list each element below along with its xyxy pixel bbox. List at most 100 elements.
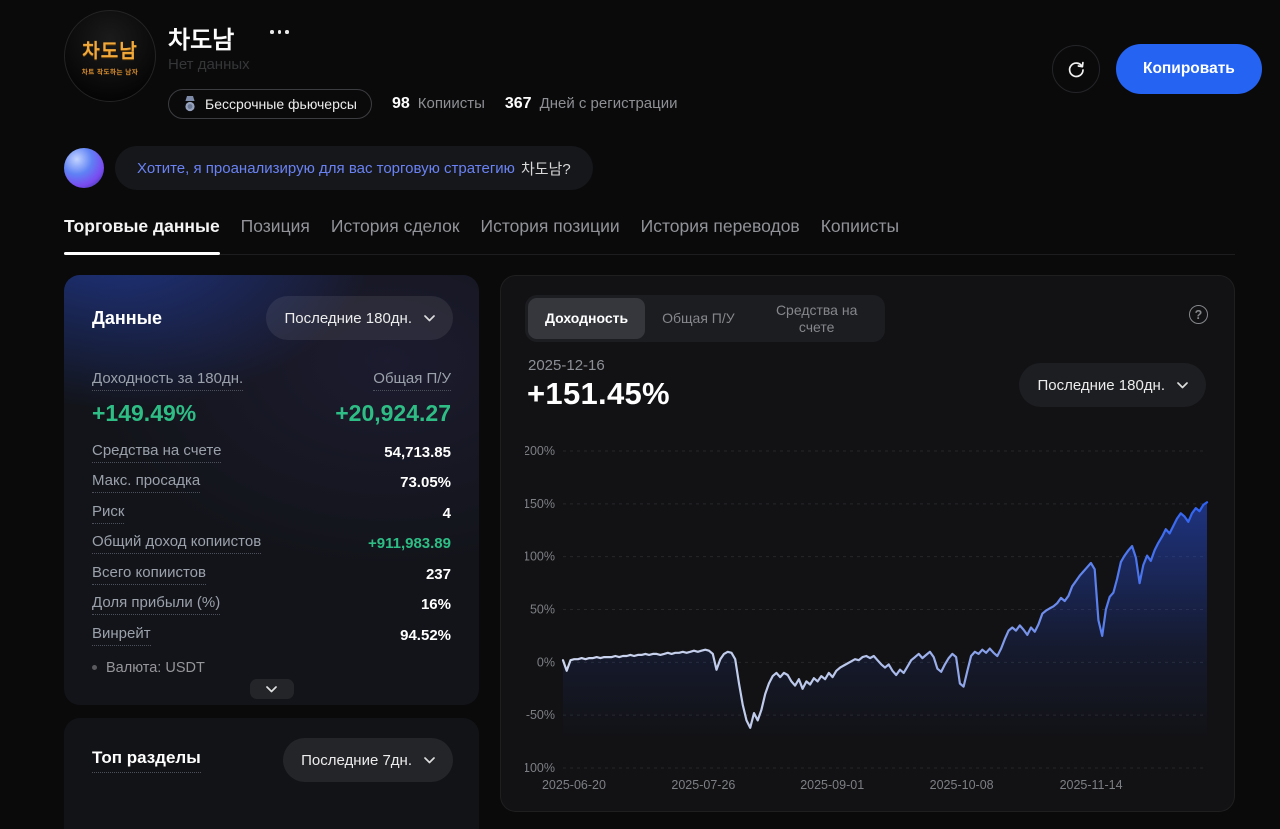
data-row-value: 94.52% xyxy=(400,626,451,644)
data-row-value: 237 xyxy=(425,565,451,583)
tab-Позиция[interactable]: Позиция xyxy=(240,216,310,236)
data-row-label: Винрейт xyxy=(92,625,151,646)
days-registered-count: 367 xyxy=(504,95,532,112)
roi-label: Доходность за 180дн. xyxy=(92,370,244,391)
chart-tab-Средства на счете[interactable]: Средства на счете xyxy=(775,302,858,335)
data-row-value: 54,713.85 xyxy=(384,443,451,461)
ai-suggestion-row: Хотите, я проанализирую для вас торговую… xyxy=(64,146,593,190)
roi-line-chart[interactable]: 200% 150% 100% 50% 0% -50% -100% 2025-06-20 2025… xyxy=(525,436,1215,808)
chart-area-fill xyxy=(563,502,1207,768)
y-axis-tick: 200% xyxy=(525,444,555,458)
page-title: 차도남 xyxy=(168,27,235,54)
avatar-text-main: 차도남 xyxy=(82,41,138,62)
x-axis-tick: 2025-11-14 xyxy=(1060,778,1123,792)
futures-badge-label: Бессрочные фьючерсы xyxy=(205,96,357,112)
data-row: Средства на счете 54,713.85 xyxy=(92,437,451,468)
copiers-stat: 98 Копиисты xyxy=(392,95,485,113)
ai-suggestion-pill[interactable]: Хотите, я проанализирую для вас торговую… xyxy=(115,146,593,190)
refresh-button[interactable] xyxy=(1052,45,1100,93)
futures-badge: Бессрочные фьючерсы xyxy=(168,89,372,119)
chevron-down-icon xyxy=(424,314,435,321)
tab-Торговые данные[interactable]: Торговые данные xyxy=(64,216,220,255)
data-card: Данные Последние 180дн. Доходность за 18… xyxy=(64,275,479,705)
roi-value: +149.49% xyxy=(92,400,197,426)
y-axis-tick: 0% xyxy=(537,655,555,669)
top-sections-title: Топ разделы xyxy=(92,748,201,773)
data-row: Винрейт 94.52% xyxy=(92,620,451,651)
x-axis-tick: 2025-06-20 xyxy=(542,778,606,792)
total-pnl-label: Общая П/У xyxy=(373,370,451,391)
y-axis-tick: -100% xyxy=(525,761,555,775)
data-row-label: Средства на счете xyxy=(92,442,222,463)
data-card-title: Данные xyxy=(92,307,162,328)
roi-highlight: Доходность за 180дн. +149.49% xyxy=(92,370,244,427)
top-sections-card: Топ разделы Последние 7дн. xyxy=(64,718,479,829)
ai-suggestion-text: Хотите, я проанализирую для вас торговую… xyxy=(137,159,515,177)
currency-note: Валюта: USDT xyxy=(64,651,479,676)
chart-period-select[interactable]: Последние 180дн. xyxy=(1019,363,1206,407)
data-row-value: 4 xyxy=(442,504,451,522)
copy-trade-button[interactable]: Копировать xyxy=(1116,44,1262,94)
y-axis-tick: -50% xyxy=(526,708,555,722)
x-axis-tick: 2025-10-08 xyxy=(930,778,994,792)
data-row-label: Общий доход копиистов xyxy=(92,533,262,555)
data-row: Макс. просадка 73.05% xyxy=(92,468,451,499)
expand-card-button[interactable] xyxy=(249,679,294,699)
ai-suggestion-subject: 차도남? xyxy=(520,160,571,178)
data-row-label: Риск xyxy=(92,503,125,524)
x-axis-tick: 2025-07-26 xyxy=(671,778,735,792)
tab-История позиции[interactable]: История позиции xyxy=(480,216,620,236)
main-tabs: Торговые данные Позиция История сделок Исто… xyxy=(64,216,1235,255)
tab-История переводов[interactable]: История переводов xyxy=(640,216,800,236)
copiers-count: 98 xyxy=(391,95,410,112)
x-axis-tick: 2025-09-01 xyxy=(800,778,864,792)
chart-metric-tabs: Доходность Общая П/У Средства на счете xyxy=(525,295,885,342)
bullet-dot-icon xyxy=(92,665,97,670)
tab-Копиисты[interactable]: Копиисты xyxy=(820,216,900,236)
header-badges: Бессрочные фьючерсы 98 Копиисты 367 Дней… xyxy=(168,89,678,119)
y-axis-tick: 50% xyxy=(530,603,555,617)
trader-subtitle: Нет данных xyxy=(168,56,250,73)
data-row-value: 73.05% xyxy=(400,474,451,492)
more-menu-icon[interactable] xyxy=(270,24,289,40)
currency-note-text: Валюта: USDT xyxy=(106,659,205,676)
data-row-value: +911,983.89 xyxy=(367,535,451,553)
chart-date: 2025-12-16 xyxy=(528,357,605,374)
chart-period-value: Последние 180дн. xyxy=(1037,376,1165,394)
chart-tab-Доходность[interactable]: Доходность xyxy=(528,298,646,339)
help-icon[interactable]: ? xyxy=(1189,305,1208,324)
data-row-label: Доля прибыли (%) xyxy=(92,594,221,616)
data-row-label: Всего копиистов xyxy=(92,564,206,585)
roi-line-series xyxy=(561,501,1209,729)
data-period-value: Последние 180дн. xyxy=(284,309,412,327)
data-rows: Средства на счете 54,713.85 Макс. просадка… xyxy=(64,427,479,651)
tab-История сделок[interactable]: История сделок xyxy=(330,216,460,236)
top-sections-period-select[interactable]: Последние 7дн. xyxy=(283,738,453,782)
ai-assistant-icon[interactable] xyxy=(64,148,104,188)
chevron-down-icon xyxy=(424,756,435,763)
data-period-select[interactable]: Последние 180дн. xyxy=(266,296,453,340)
data-row: Риск 4 xyxy=(92,498,451,529)
avatar-text-sub: 차트 작도하는 남자 xyxy=(81,69,139,76)
medal-icon xyxy=(185,96,195,112)
data-row-value: 16% xyxy=(420,596,451,614)
days-registered-label: Дней с регистрации xyxy=(539,95,678,112)
refresh-icon xyxy=(1068,61,1084,78)
data-row: Доля прибыли (%) 16% xyxy=(92,590,451,621)
chart-headline-value: +151.45% xyxy=(527,376,670,411)
data-row: Всего копиистов 237 xyxy=(92,559,451,590)
days-registered-stat: 367 Дней с регистрации xyxy=(505,95,678,113)
chevron-down-icon xyxy=(1177,381,1188,388)
copiers-label: Копиисты xyxy=(417,95,485,112)
chevron-down-icon xyxy=(266,685,277,692)
data-row: Общий доход копиистов +911,983.89 xyxy=(92,529,451,560)
performance-chart-card: Доходность Общая П/У Средства на счете ? 2… xyxy=(500,275,1235,812)
total-pnl-highlight: Общая П/У +20,924.27 xyxy=(335,370,451,427)
trader-avatar: 차도남 차트 작도하는 남자 xyxy=(64,10,156,102)
chart-tab-Общая П/У[interactable]: Общая П/У xyxy=(662,310,735,327)
y-axis-tick: 150% xyxy=(525,497,555,511)
data-row-label: Макс. просадка xyxy=(92,472,201,494)
top-sections-period-value: Последние 7дн. xyxy=(301,751,412,769)
y-axis-tick: 100% xyxy=(525,550,555,564)
